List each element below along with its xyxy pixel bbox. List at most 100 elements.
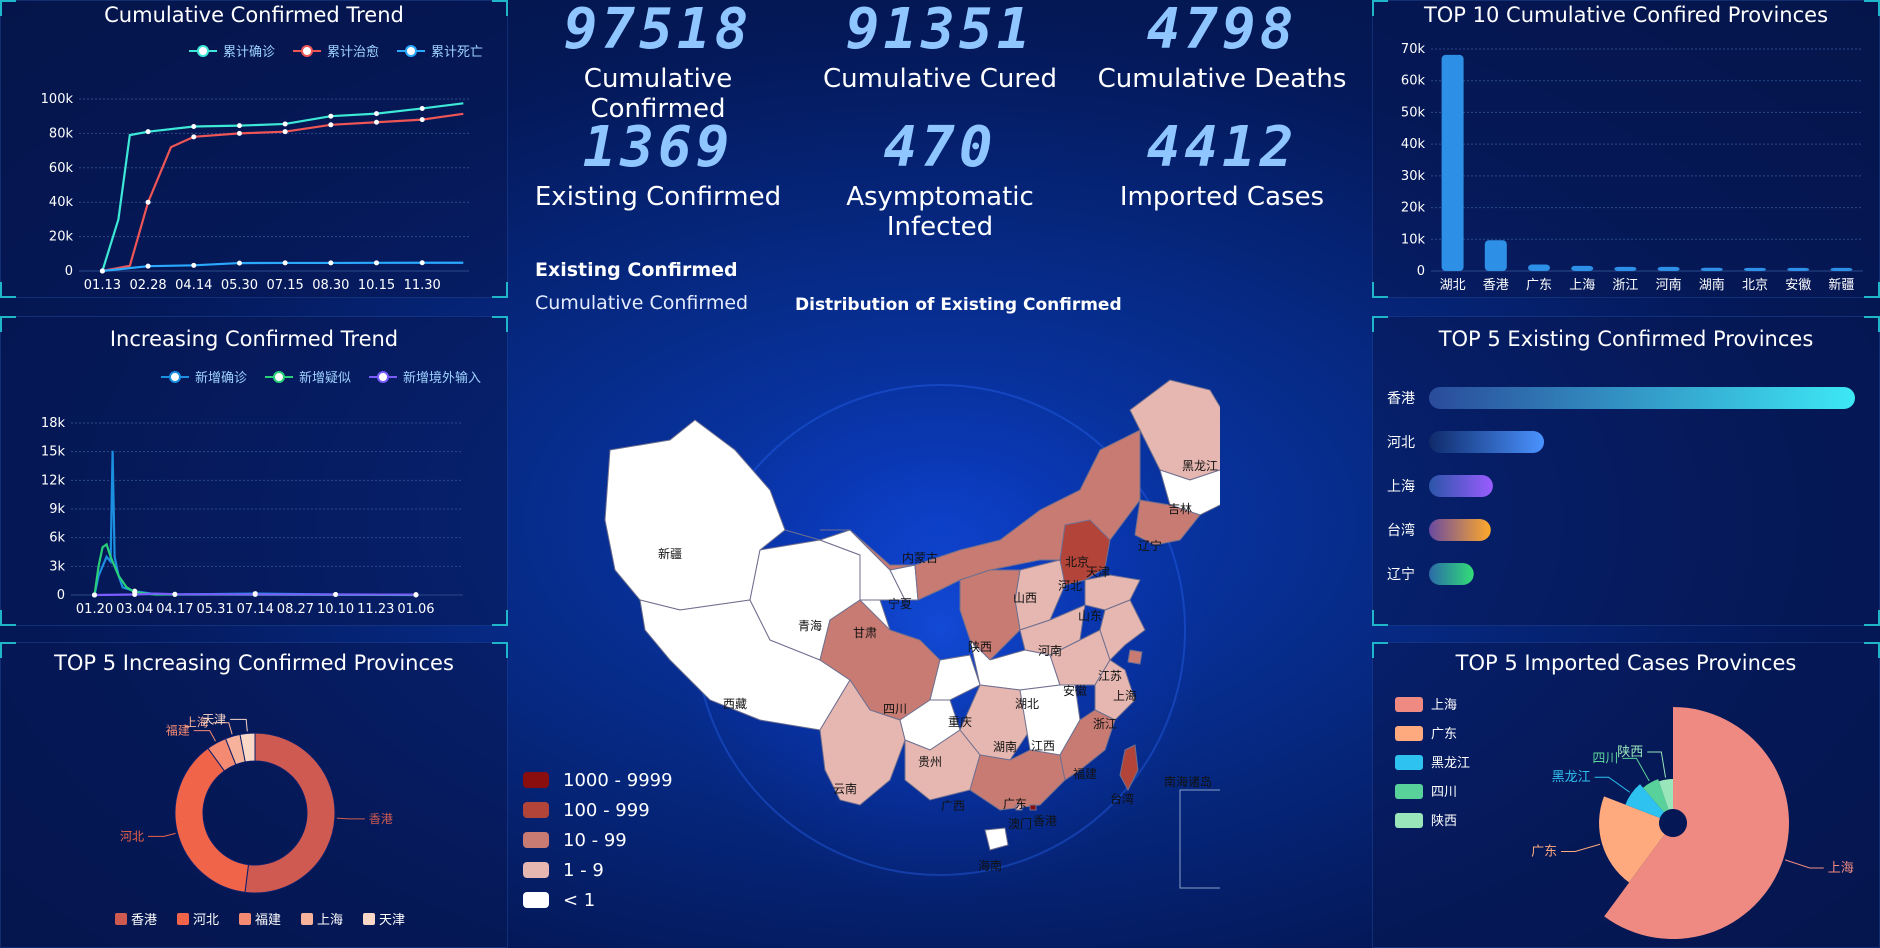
legend-item[interactable]: 上海: [1395, 697, 1457, 713]
data-point[interactable]: [282, 121, 288, 127]
province-region[interactable]: [1029, 804, 1037, 811]
data-point[interactable]: [413, 592, 419, 598]
data-point[interactable]: [419, 105, 425, 111]
pie-leader-line: [212, 722, 233, 735]
province-label: 河南: [1038, 643, 1062, 658]
legend-item[interactable]: 上海: [301, 913, 343, 928]
province-region[interactable]: [1129, 379, 1220, 481]
data-point[interactable]: [328, 113, 334, 119]
map-legend-label: 10 - 99: [563, 829, 627, 851]
data-point[interactable]: [92, 592, 98, 598]
data-point[interactable]: [236, 130, 242, 136]
bar[interactable]: [1528, 264, 1550, 271]
legend-item[interactable]: 广东: [1395, 726, 1457, 742]
data-point[interactable]: [132, 592, 138, 598]
province-region[interactable]: [984, 827, 1009, 851]
pie-slice[interactable]: [244, 732, 336, 894]
data-point[interactable]: [191, 124, 197, 130]
data-point[interactable]: [328, 122, 334, 128]
map-toggle-cumulative[interactable]: Cumulative Confirmed: [535, 292, 749, 314]
legend-item[interactable]: 黑龙江: [1395, 755, 1470, 771]
hbar[interactable]: [1429, 475, 1493, 497]
province-region[interactable]: [1059, 709, 1116, 781]
hbar[interactable]: [1429, 563, 1474, 585]
legend-item[interactable]: 新增确诊: [161, 370, 247, 386]
hbar[interactable]: [1429, 387, 1855, 409]
data-point[interactable]: [145, 263, 151, 269]
data-point[interactable]: [191, 134, 197, 140]
rose-slice[interactable]: [1643, 779, 1669, 813]
data-point[interactable]: [374, 119, 380, 125]
province-region[interactable]: [929, 654, 981, 701]
increasing-trend-title: Increasing Confirmed Trend: [109, 327, 399, 351]
hbar[interactable]: [1429, 519, 1491, 541]
bar[interactable]: [1700, 267, 1723, 271]
data-point[interactable]: [145, 129, 151, 135]
stat-label: Cumulative Confirmed: [583, 64, 733, 124]
province-region[interactable]: [1127, 649, 1143, 665]
province-region[interactable]: [1119, 744, 1139, 792]
legend-swatch: [177, 913, 189, 925]
data-point[interactable]: [419, 260, 425, 266]
legend-item[interactable]: 香港: [115, 913, 157, 928]
map-legend-item[interactable]: 10 - 99: [523, 825, 673, 855]
data-point[interactable]: [374, 111, 380, 117]
data-point[interactable]: [374, 260, 380, 266]
province-region[interactable]: [1134, 499, 1201, 546]
map-legend-item[interactable]: < 1: [523, 885, 673, 915]
bar[interactable]: [1830, 267, 1853, 271]
rose-label: 上海: [1828, 861, 1854, 876]
hbar[interactable]: [1429, 431, 1545, 453]
bar[interactable]: [1441, 54, 1464, 272]
y-category-label: 香港: [1387, 391, 1415, 407]
map-legend-item[interactable]: 100 - 999: [523, 795, 673, 825]
map-legend-item[interactable]: 1 - 9: [523, 855, 673, 885]
province-region[interactable]: [1099, 599, 1146, 661]
data-point[interactable]: [99, 268, 105, 274]
legend-item[interactable]: 福建: [239, 913, 281, 928]
data-point[interactable]: [282, 129, 288, 135]
legend-item[interactable]: 四川: [1395, 784, 1457, 800]
rose-slice[interactable]: [1604, 707, 1789, 939]
legend-item[interactable]: 累计治愈: [293, 45, 379, 60]
province-region[interactable]: [819, 679, 906, 806]
data-point[interactable]: [236, 260, 242, 266]
pie-leader-line: [193, 730, 216, 742]
legend-item[interactable]: 累计死亡: [397, 45, 483, 60]
bar[interactable]: [1571, 265, 1594, 271]
legend-item[interactable]: 河北: [177, 913, 219, 928]
data-point[interactable]: [252, 591, 258, 597]
y-tick-label: 70k: [1401, 42, 1426, 57]
rose-slice[interactable]: [1658, 779, 1673, 810]
map-toggle-existing[interactable]: Existing Confirmed: [535, 259, 738, 281]
legend-item[interactable]: 新增境外输入: [369, 370, 481, 386]
legend-item[interactable]: 天津: [363, 913, 405, 928]
data-point[interactable]: [191, 262, 197, 268]
rose-slice[interactable]: [1625, 784, 1664, 818]
pie-slice[interactable]: [239, 732, 256, 763]
legend-item[interactable]: 累计确诊: [189, 45, 275, 60]
data-point[interactable]: [282, 260, 288, 266]
map-legend-item[interactable]: 1000 - 9999: [523, 765, 673, 795]
bar[interactable]: [1744, 267, 1766, 271]
legend-item[interactable]: 新增疑似: [265, 370, 351, 386]
bar[interactable]: [1657, 266, 1680, 271]
legend-swatch: [239, 913, 251, 925]
pie-slice[interactable]: [174, 747, 250, 893]
data-point[interactable]: [236, 123, 242, 129]
bar[interactable]: [1787, 267, 1810, 271]
y-tick-label: 0: [57, 588, 65, 603]
legend-item[interactable]: 陕西: [1395, 813, 1457, 829]
y-category-label: 台湾: [1387, 522, 1415, 539]
province-region[interactable]: [1015, 804, 1023, 811]
rose-slice[interactable]: [1599, 796, 1665, 883]
bar[interactable]: [1614, 266, 1637, 271]
data-point[interactable]: [145, 199, 151, 205]
data-point[interactable]: [333, 592, 339, 598]
y-tick-label: 100k: [41, 92, 74, 107]
data-point[interactable]: [328, 260, 334, 266]
bar[interactable]: [1484, 240, 1507, 271]
data-point[interactable]: [172, 591, 178, 597]
data-point[interactable]: [419, 117, 425, 123]
